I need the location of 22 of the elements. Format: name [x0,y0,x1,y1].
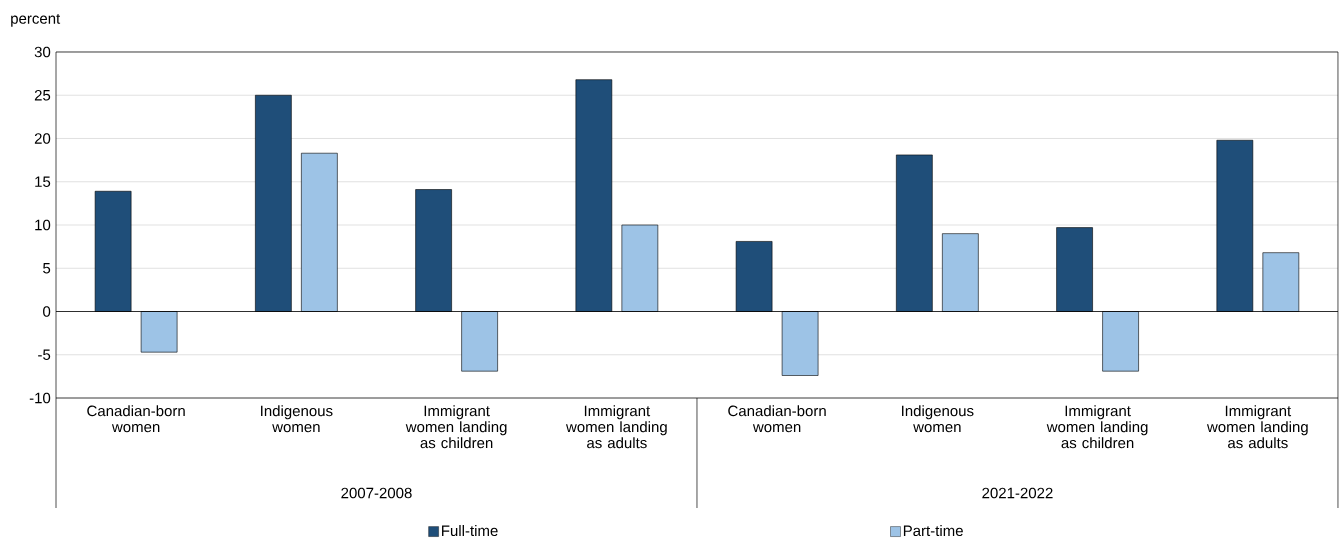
x-tick-label: Canadian-born women [87,405,185,433]
y-tick-label: 30 [34,46,51,58]
y-tick-label: 15 [35,176,51,187]
x-tick-label: Indigenous women [261,405,333,433]
y-tick-label: 25 [34,89,51,101]
text: 2007-2008 [341,487,412,499]
text: 2021-2022 [982,487,1053,499]
x-tick-label: Immigrant women landing as adults [1206,405,1308,449]
y-tick-label: 0 [43,306,51,317]
x-tick-label: Indigenous women [902,405,974,433]
y-tick-label: 20 [34,133,51,144]
x-tick-label: Immigrant women landing as adults [565,405,667,449]
y-tick-label: -5 [38,349,51,360]
y-tick-label: -10 [29,392,51,404]
y-axis-title: percent [11,13,61,27]
legend-label: Full-time [442,525,498,537]
x-tick-label: Immigrant women landing as children [405,405,507,449]
y-tick-label: 5 [43,263,51,274]
x-tick-label: Immigrant women landing as children [1046,405,1148,449]
y-tick-label: 10 [35,219,51,231]
x-tick-label: Canadian-born women [728,405,826,433]
legend-label: Part-time [903,525,963,537]
